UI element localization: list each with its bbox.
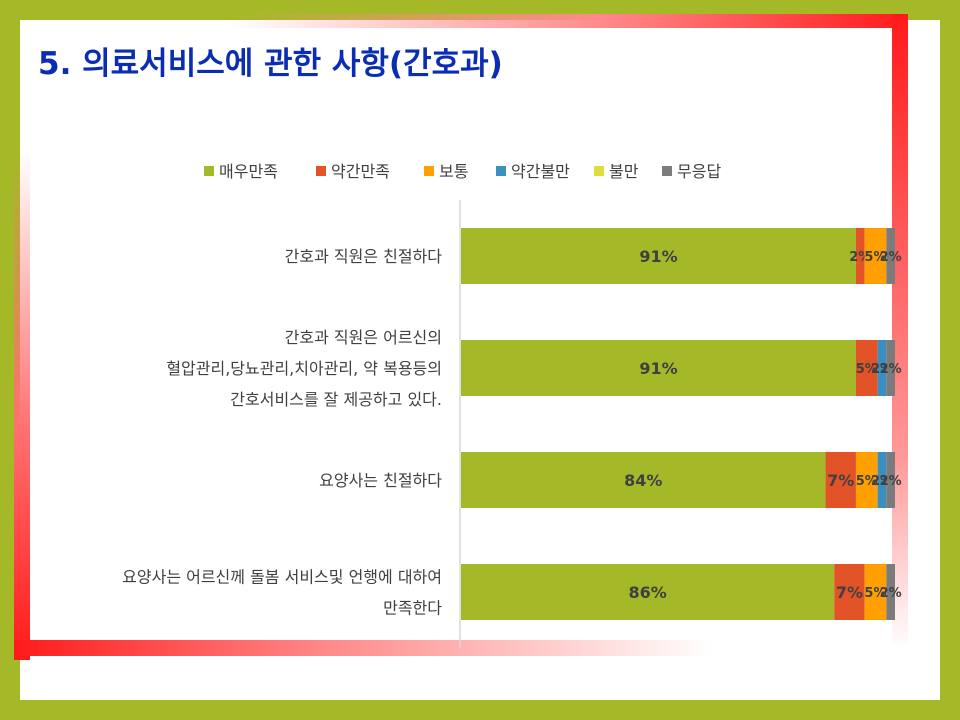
bar-0-5	[886, 228, 895, 284]
bar-3-0	[461, 564, 835, 620]
data-label-0-0: 91%	[639, 247, 677, 266]
bar-1-3	[877, 340, 887, 396]
data-label-1-1: 5%	[856, 362, 878, 377]
legend-swatch-3	[496, 166, 506, 176]
frame-top-accent	[230, 14, 908, 28]
data-label-2-2: 5%	[856, 474, 878, 489]
data-label-0-5: 2%	[880, 250, 902, 265]
category-label-3-0: 요양사는 어르신께 돌봄 서비스및 언행에 대하여	[122, 568, 442, 587]
bar-3-1	[834, 564, 865, 620]
category-label-1-1: 혈압관리,당뇨관리,치아관리, 약 복용등의	[166, 359, 442, 378]
bar-0-2	[864, 228, 887, 284]
data-label-2-1: 7%	[827, 471, 854, 490]
data-label-2-5: 2%	[880, 474, 902, 489]
bar-1-0	[461, 340, 856, 396]
data-label-3-0: 86%	[628, 583, 666, 602]
category-label-3-1: 만족한다	[383, 599, 442, 618]
legend-label-0: 매우만족	[219, 162, 278, 181]
frame-bottom-accent	[14, 640, 714, 656]
category-label-2-0: 요양사는 친절하다	[319, 471, 442, 490]
bar-3-5	[886, 564, 895, 620]
bar-2-5	[886, 452, 895, 508]
legend-swatch-1	[316, 166, 326, 176]
frame-left-accent	[14, 150, 30, 660]
bar-2-1	[825, 452, 856, 508]
bar-1-5	[886, 340, 895, 396]
bar-2-2	[855, 452, 878, 508]
data-label-3-5: 2%	[880, 586, 902, 601]
data-label-3-1: 7%	[836, 583, 863, 602]
legend-swatch-5	[662, 166, 672, 176]
data-label-3-2: 5%	[864, 586, 886, 601]
legend-swatch-2	[424, 166, 434, 176]
data-label-0-2: 5%	[864, 250, 886, 265]
legend-label-4: 불만	[609, 162, 639, 181]
data-label-2-0: 84%	[624, 471, 662, 490]
legend-label-2: 보통	[439, 162, 468, 181]
category-label-1-0: 간호과 직원은 어르신의	[285, 328, 442, 347]
legend-label-3: 약간불만	[511, 162, 570, 181]
bar-0-1	[855, 228, 865, 284]
bar-1-1	[855, 340, 878, 396]
category-label-0-0: 간호과 직원은 친절하다	[285, 247, 443, 266]
bar-0-0	[461, 228, 856, 284]
bar-2-0	[461, 452, 826, 508]
legend-swatch-4	[594, 166, 604, 176]
bar-3-2	[864, 564, 887, 620]
category-label-1-2: 간호서비스를 잘 제공하고 있다.	[230, 390, 442, 409]
bar-2-3	[877, 452, 887, 508]
data-label-1-0: 91%	[639, 359, 677, 378]
legend-label-1: 약간만족	[331, 162, 390, 181]
data-label-1-5: 2%	[880, 362, 902, 377]
legend-label-5: 무응답	[677, 162, 721, 181]
legend-swatch-0	[204, 166, 214, 176]
slide-title: 5. 의료서비스에 관한 사항(간호과)	[38, 46, 503, 82]
frame-right-accent	[892, 14, 908, 650]
